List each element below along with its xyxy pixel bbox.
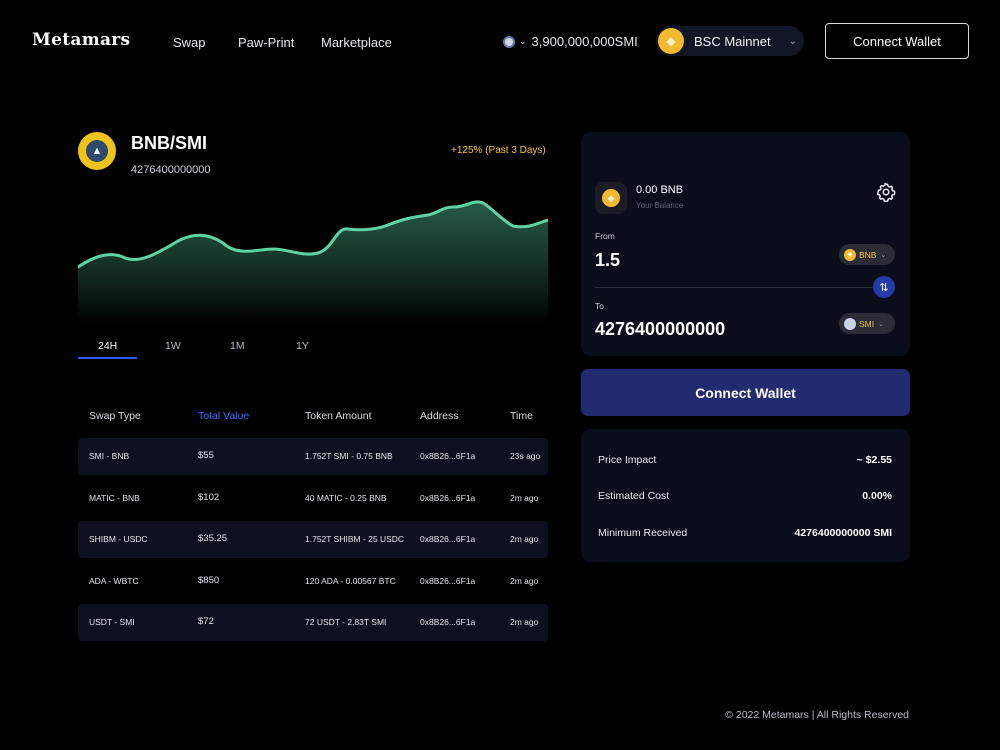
- cell-address[interactable]: 0x8B26...6F1a: [420, 576, 476, 586]
- to-token-label: SMI: [859, 318, 875, 329]
- cell-total-value: $55: [198, 450, 214, 461]
- dog-coin-icon: [844, 317, 856, 330]
- cell-swap-type: MATIC - BNB: [89, 493, 140, 503]
- tab-1m[interactable]: 1M: [230, 340, 245, 352]
- price-impact-value: ~ $2.55: [856, 454, 892, 466]
- chevron-down-icon: ⌄: [878, 320, 884, 328]
- cell-swap-type: SMI - BNB: [89, 451, 130, 461]
- estimated-cost-value: 0.00%: [862, 490, 892, 502]
- to-amount-input[interactable]: 4276400000000: [595, 319, 726, 339]
- minimum-received-label: Minimum Received: [598, 527, 688, 539]
- cell-time: 2m ago: [510, 493, 539, 503]
- dog-coin-icon: ▲: [86, 140, 108, 162]
- chart-line: [78, 200, 548, 269]
- price-impact-label: Price Impact: [598, 454, 657, 466]
- table-row[interactable]: ADA - WBTC $850 120 ADA - 0.00567 BTC 0x…: [78, 563, 548, 600]
- nav-marketplace[interactable]: Marketplace: [321, 35, 392, 50]
- cell-token-amount: 40 MATIC - 0.25 BNB: [305, 493, 387, 503]
- to-label: To: [595, 301, 604, 311]
- from-token-select[interactable]: ◆ BNB ⌄: [839, 244, 895, 265]
- pair-title: BNB/SMI: [131, 133, 207, 153]
- header: Metamars Swap Paw-Print Marketplace ⌄ 3,…: [0, 0, 1000, 82]
- tab-1y[interactable]: 1Y: [296, 340, 309, 352]
- active-tab-indicator: [78, 357, 137, 359]
- footer-copyright: © 2022 Metamars | All Rights Reserved: [725, 709, 909, 721]
- bnb-coin-icon: ◆: [844, 248, 856, 261]
- chevron-down-icon: ⌄: [880, 251, 887, 259]
- cell-address[interactable]: 0x8B26...6F1a: [420, 493, 476, 503]
- estimated-cost-label: Estimated Cost: [598, 490, 670, 502]
- gear-icon[interactable]: [876, 182, 896, 202]
- cell-token-amount: 120 ADA - 0.00567 BTC: [305, 576, 396, 586]
- col-time[interactable]: Time: [510, 410, 533, 422]
- cell-address[interactable]: 0x8B26...6F1a: [420, 451, 476, 461]
- from-token-label: BNB: [859, 249, 877, 260]
- connect-wallet-main-button[interactable]: Connect Wallet: [581, 369, 910, 416]
- cell-total-value: $72: [198, 616, 214, 627]
- swap-arrows-icon[interactable]: ⇅: [873, 276, 895, 298]
- network-selector[interactable]: ◆ BSC Mainnet ⌄: [656, 26, 804, 56]
- bnb-coin-icon: ◆: [658, 28, 684, 54]
- pair-avatar: ▲: [78, 132, 116, 170]
- cell-token-amount: 1.752T SHIBM - 25 USDC: [305, 534, 405, 544]
- cell-time: 2m ago: [510, 617, 539, 627]
- token-supply[interactable]: ⌄ 3,900,000,000SMI: [503, 34, 638, 49]
- cell-total-value: $102: [198, 492, 220, 503]
- from-label: From: [595, 231, 615, 241]
- nav-paw-print[interactable]: Paw-Print: [238, 35, 295, 50]
- table-row[interactable]: MATIC - BNB $102 40 MATIC - 0.25 BNB 0x8…: [78, 480, 548, 517]
- col-total-value[interactable]: Total Value: [198, 410, 250, 422]
- connect-wallet-button[interactable]: Connect Wallet: [825, 23, 969, 59]
- col-swap-type[interactable]: Swap Type: [89, 410, 141, 422]
- cell-total-value: $850: [198, 575, 220, 586]
- table-row[interactable]: SMI - BNB $55 1.752T SMI - 0.75 BNB 0x8B…: [78, 438, 548, 475]
- cell-time: 2m ago: [510, 534, 539, 544]
- balance-label: Your Balance: [636, 201, 684, 210]
- chart-area: [78, 201, 548, 325]
- cell-time: 23s ago: [510, 451, 541, 461]
- table-row[interactable]: USDT - SMI $72 72 USDT - 2.83T SMI 0x8B2…: [78, 604, 548, 641]
- balance-amount: 0.00 BNB: [636, 184, 684, 196]
- chevron-down-icon: ⌄: [519, 36, 527, 46]
- swap-info-panel: [581, 429, 910, 562]
- divider: [595, 287, 875, 288]
- bnb-coin-icon: ◆: [602, 189, 620, 207]
- cell-total-value: $35.25: [198, 533, 228, 544]
- logo[interactable]: Metamars: [32, 30, 131, 50]
- cell-address[interactable]: 0x8B26...6F1a: [420, 617, 476, 627]
- cell-swap-type: USDT - SMI: [89, 617, 135, 627]
- pair-value: 4276400000000: [131, 164, 211, 176]
- col-token-amount[interactable]: Token Amount: [305, 410, 372, 422]
- chevron-down-icon: ⌄: [788, 35, 797, 47]
- cell-swap-type: ADA - WBTC: [89, 576, 139, 586]
- price-chart: [78, 200, 548, 325]
- minimum-received-value: 4276400000000 SMI: [794, 527, 893, 539]
- dog-coin-icon: [503, 35, 515, 48]
- price-change: +125% (Past 3 Days): [451, 145, 546, 156]
- tab-24h[interactable]: 24H: [98, 340, 118, 352]
- tab-1w[interactable]: 1W: [165, 340, 181, 352]
- network-label: BSC Mainnet: [694, 33, 771, 49]
- col-address[interactable]: Address: [420, 410, 459, 422]
- to-token-select[interactable]: SMI ⌄: [839, 313, 895, 334]
- cell-token-amount: 72 USDT - 2.83T SMI: [305, 617, 387, 627]
- cell-swap-type: SHIBM - USDC: [89, 534, 148, 544]
- from-amount-input[interactable]: 1.5: [595, 250, 621, 270]
- cell-address[interactable]: 0x8B26...6F1a: [420, 534, 476, 544]
- nav-swap[interactable]: Swap: [173, 35, 206, 50]
- supply-amount: 3,900,000,000SMI: [531, 34, 638, 49]
- cell-token-amount: 1.752T SMI - 0.75 BNB: [305, 451, 393, 461]
- table-row[interactable]: SHIBM - USDC $35.25 1.752T SHIBM - 25 US…: [78, 521, 548, 558]
- balance-token-badge: ◆: [595, 182, 627, 214]
- cell-time: 2m ago: [510, 576, 539, 586]
